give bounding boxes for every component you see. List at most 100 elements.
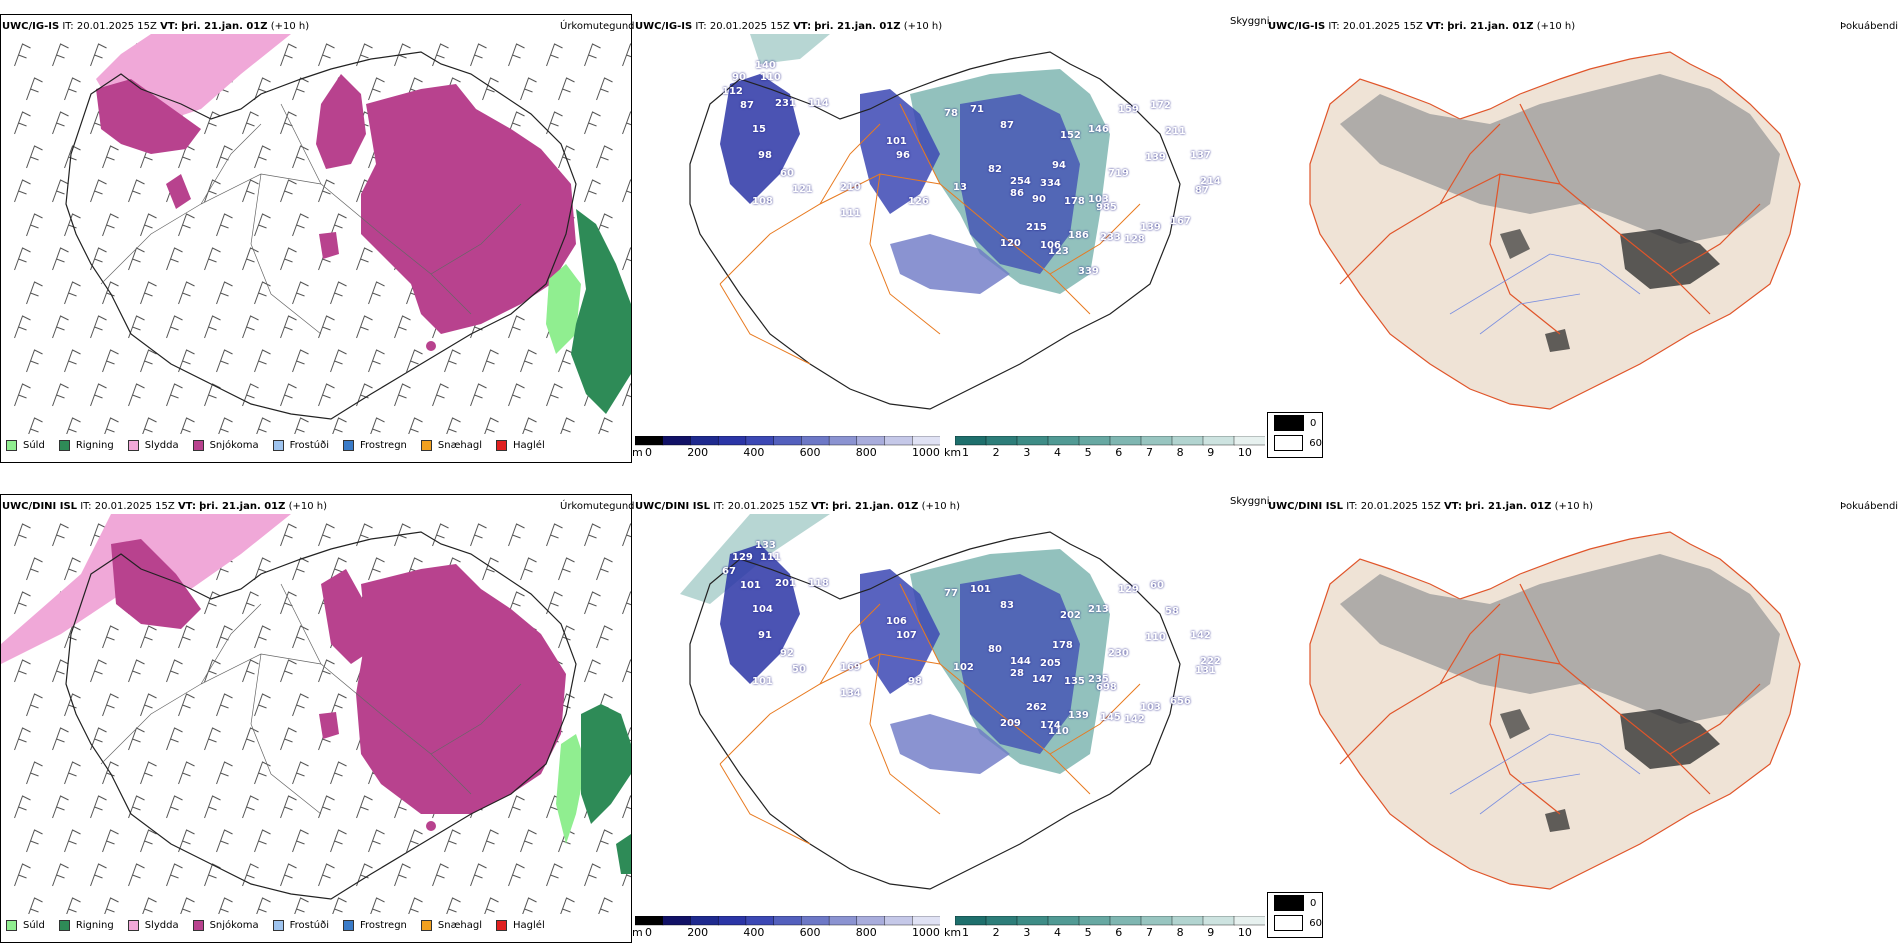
wind-barb (356, 863, 373, 887)
cloudbase-value-label: 78 (944, 108, 958, 119)
fog-gray-north-2 (1340, 554, 1780, 724)
cloudbase-blue-east (960, 94, 1080, 274)
precip-legend-item: Snjókoma (192, 920, 259, 931)
wind-barb (484, 417, 499, 434)
colorbar-tick-label: 10 (1237, 446, 1252, 459)
wind-barb (370, 417, 385, 434)
wind-barb (446, 897, 461, 914)
colorbar-tick-label: 600 (799, 926, 821, 939)
fog-gray-north (1340, 74, 1780, 244)
legend-swatch (496, 920, 508, 931)
cloudbase-value-label: 159 (1118, 104, 1139, 115)
legend-label: Slydda (144, 920, 179, 931)
wind-barb (482, 77, 499, 101)
wind-barb (622, 523, 631, 547)
colorbar-segment (912, 436, 940, 446)
wind-barb (406, 349, 423, 373)
wind-barb (216, 693, 233, 717)
legend-swatch (192, 440, 204, 451)
legend-swatch (58, 440, 70, 451)
wind-barb (64, 145, 81, 169)
colorbar-tick-label: 2 (992, 446, 1000, 459)
road-network (100, 103, 522, 335)
wind-barb (28, 417, 43, 434)
wind-barb (218, 417, 233, 434)
wind-barb (622, 383, 631, 407)
fog-legend-label: 0 (1310, 417, 1317, 429)
wind-barb (64, 281, 81, 305)
cloudbase-value-label: 129 (732, 552, 753, 563)
snow-patch (319, 232, 339, 259)
drizzle-area (546, 264, 581, 354)
visibility-label: Skyggni (1230, 16, 1270, 27)
wind-barb (520, 77, 537, 101)
forecast-row-2: UWC/DINI ISL IT: 20.01.2025 15Z VT: þri.… (0, 480, 1900, 950)
wind-barb (330, 761, 347, 785)
colorbar-segment (1140, 916, 1173, 926)
colorbar-segment (662, 436, 692, 446)
wind-barb (318, 863, 335, 887)
cloudbase-blue-south (890, 234, 1010, 294)
wind-barb (216, 213, 233, 237)
legend-label: Frostúði (289, 920, 329, 931)
cloudbase-value-label: 129 (1118, 584, 1139, 595)
cloudbase-visibility-map (689, 34, 1181, 410)
wind-barb (178, 281, 195, 305)
wind-barb (64, 349, 81, 373)
visibility-label-2: Skyggni (1230, 496, 1270, 507)
colorbar-segment (1171, 436, 1204, 446)
wind-barb (166, 315, 183, 339)
cloudbase-value-label: 102 (953, 662, 974, 673)
wind-barb (330, 281, 347, 305)
wind-barb (318, 659, 335, 683)
legend-swatch (6, 920, 17, 931)
wind-barb (102, 761, 119, 785)
fog-legend-entry: 0 (1274, 893, 1322, 913)
precip-legend-item: Snæhagl (420, 440, 482, 451)
snow-area-east (361, 84, 576, 334)
cloudbase-value-label: 174 (1040, 720, 1061, 731)
wind-barb (178, 829, 195, 853)
colorbar-segment (1109, 436, 1142, 446)
precip-type-frame-2 (0, 494, 632, 943)
colorbar-tick-label: 200 (687, 446, 709, 459)
wind-barb (28, 897, 43, 914)
wind-barb (280, 659, 297, 683)
legend-label: Rigning (75, 920, 114, 931)
cloudbase-value-label: 106 (1040, 240, 1061, 251)
cloudbase-value-label: 172 (1150, 100, 1171, 111)
rain-area (571, 209, 631, 414)
cloudbase-value-label: 112 (722, 86, 743, 97)
cloudbase-value-label: 94 (1052, 160, 1066, 171)
wind-barb (64, 77, 81, 101)
fog-legend-swatch (1274, 915, 1304, 931)
legend-label: Frostregn (360, 440, 407, 451)
wind-barb (546, 591, 563, 615)
wind-barb (560, 417, 575, 434)
colorbar-segment (1047, 916, 1080, 926)
wind-barb (356, 315, 373, 339)
fog-legend: 0 60 (1267, 412, 1323, 458)
wind-barb (14, 795, 31, 819)
wind-barb (280, 591, 297, 615)
snow-area-northwest (96, 79, 201, 154)
wind-barb (242, 727, 259, 751)
wind-barb (242, 315, 259, 339)
precip-legend-item: Haglél (496, 920, 545, 931)
wind-barb (558, 145, 575, 169)
wind-barb (280, 111, 297, 135)
colorbar-tick-label: 3 (1023, 446, 1031, 459)
iceland-coastline (65, 51, 577, 420)
colorbar-tick-label: 1000 (911, 926, 940, 939)
wind-barb (622, 111, 631, 135)
visibility-colorbar (955, 436, 1265, 446)
fog-legend-label: 0 (1310, 897, 1317, 909)
cloudbase-value-label: 110 (1048, 726, 1069, 737)
wind-barb (318, 315, 335, 339)
panel-title-precip: UWC/IG-IS IT: 20.01.2025 15Z VT: þri. 21… (2, 21, 310, 32)
wind-barb (508, 111, 525, 135)
fog-indicator-label-2: Þokuábendi (1840, 501, 1899, 512)
road-network-2 (719, 103, 1141, 365)
fog-indicator-label: Þokuábendi (1840, 21, 1899, 32)
wind-barb (140, 693, 157, 717)
